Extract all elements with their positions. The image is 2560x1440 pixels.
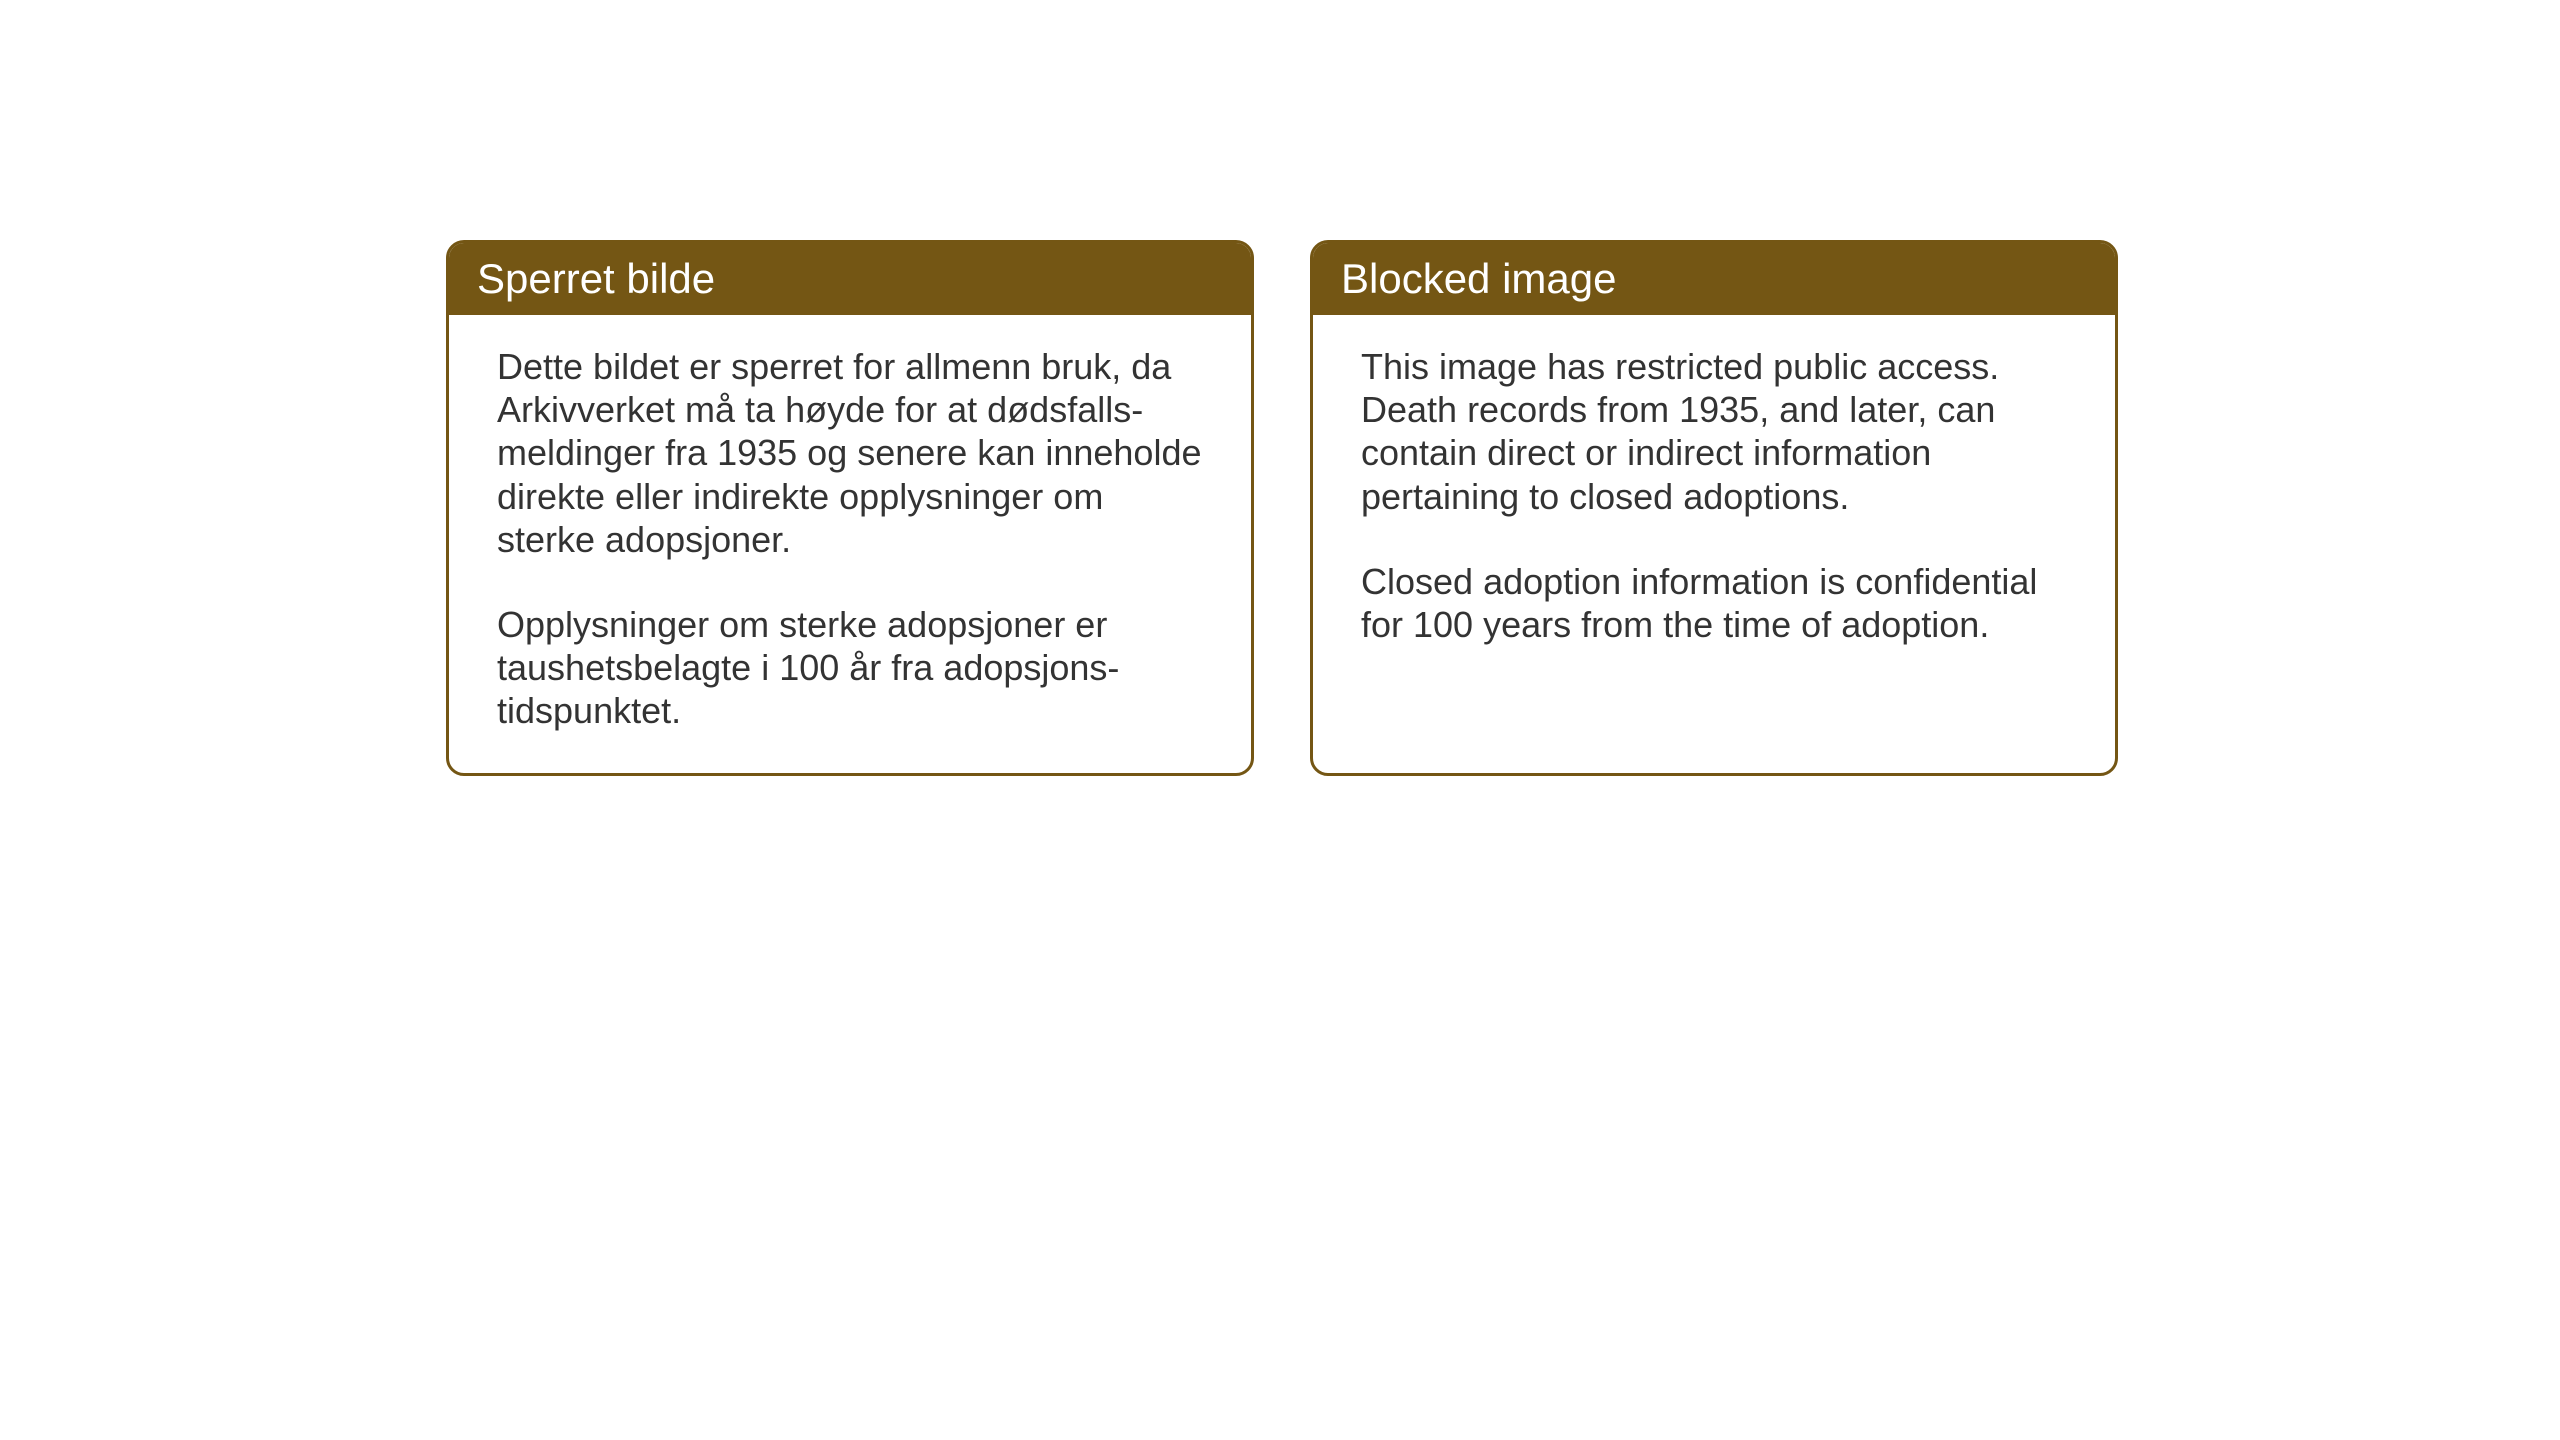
card-body-english: This image has restricted public access.… xyxy=(1313,315,2115,755)
card-body-norwegian: Dette bildet er sperret for allmenn bruk… xyxy=(449,315,1251,773)
card-header-english: Blocked image xyxy=(1313,243,2115,315)
paragraph-english-2: Closed adoption information is confident… xyxy=(1361,560,2067,646)
card-title-english: Blocked image xyxy=(1341,255,1616,302)
notice-card-norwegian: Sperret bilde Dette bildet er sperret fo… xyxy=(446,240,1254,776)
paragraph-english-1: This image has restricted public access.… xyxy=(1361,345,2067,518)
card-title-norwegian: Sperret bilde xyxy=(477,255,715,302)
paragraph-norwegian-1: Dette bildet er sperret for allmenn bruk… xyxy=(497,345,1203,561)
card-header-norwegian: Sperret bilde xyxy=(449,243,1251,315)
paragraph-norwegian-2: Opplysninger om sterke adopsjoner er tau… xyxy=(497,603,1203,733)
notice-container: Sperret bilde Dette bildet er sperret fo… xyxy=(446,240,2118,776)
notice-card-english: Blocked image This image has restricted … xyxy=(1310,240,2118,776)
